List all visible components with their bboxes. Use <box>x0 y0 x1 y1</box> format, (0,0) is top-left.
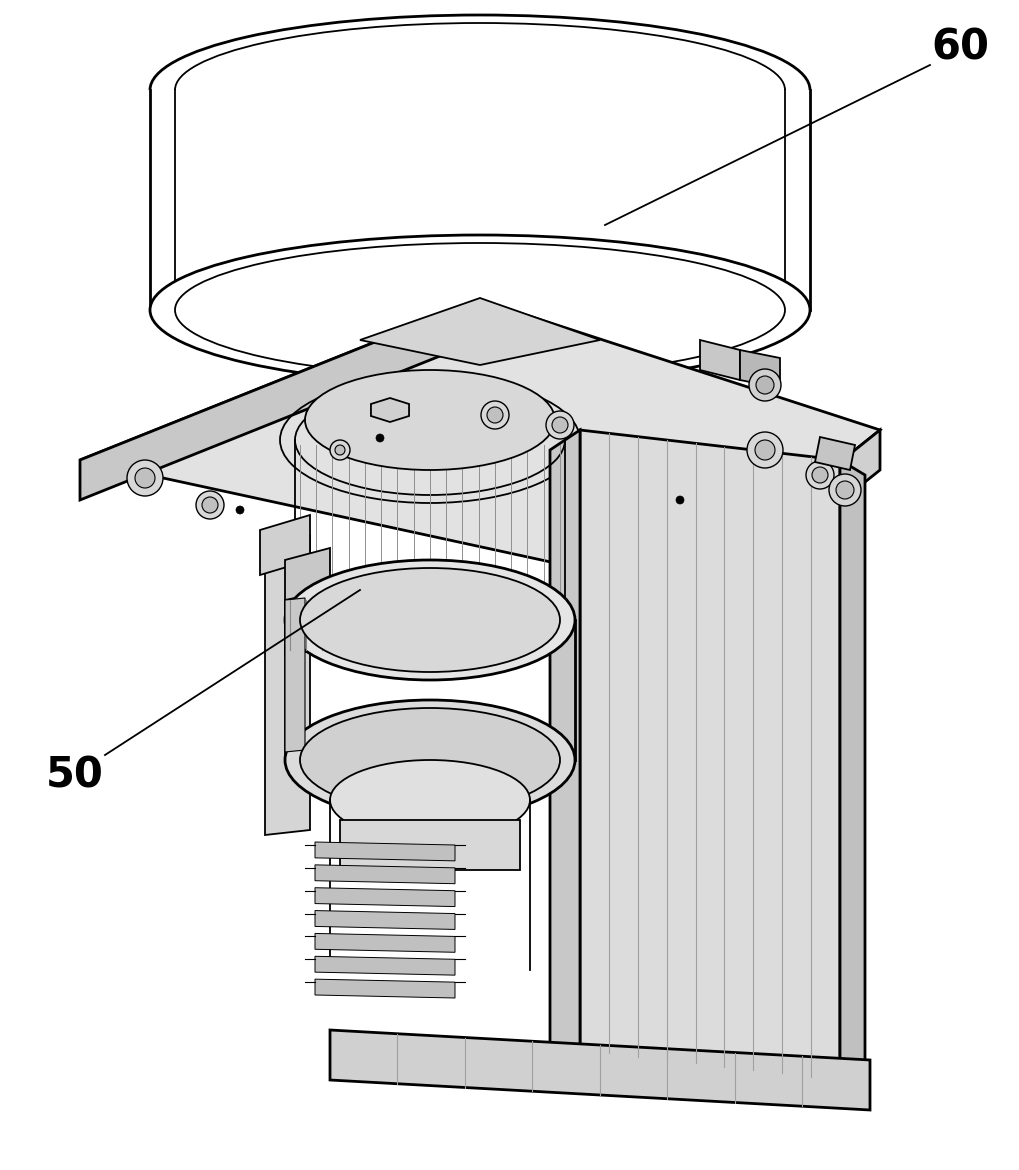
Ellipse shape <box>150 235 810 385</box>
Polygon shape <box>315 865 455 883</box>
Polygon shape <box>340 820 520 870</box>
Circle shape <box>487 407 503 424</box>
Ellipse shape <box>285 700 575 820</box>
Polygon shape <box>371 398 409 422</box>
Polygon shape <box>700 340 740 380</box>
Circle shape <box>829 474 861 505</box>
Circle shape <box>676 496 684 504</box>
Circle shape <box>236 505 244 514</box>
Ellipse shape <box>305 370 555 470</box>
Ellipse shape <box>300 567 560 672</box>
Polygon shape <box>740 350 780 388</box>
Circle shape <box>747 432 783 468</box>
Polygon shape <box>81 300 480 500</box>
Circle shape <box>552 417 568 433</box>
Polygon shape <box>680 431 880 629</box>
Circle shape <box>481 401 510 429</box>
Polygon shape <box>315 956 455 975</box>
Polygon shape <box>315 934 455 952</box>
Text: 60: 60 <box>931 27 989 69</box>
Circle shape <box>546 411 574 439</box>
Circle shape <box>376 434 384 442</box>
Circle shape <box>812 467 828 483</box>
Polygon shape <box>315 979 455 998</box>
Circle shape <box>202 497 218 512</box>
Circle shape <box>836 481 854 498</box>
Polygon shape <box>260 515 310 574</box>
Polygon shape <box>330 1030 870 1110</box>
Polygon shape <box>360 298 600 365</box>
Circle shape <box>806 461 834 489</box>
Circle shape <box>127 460 163 496</box>
Circle shape <box>335 445 345 455</box>
Polygon shape <box>550 431 580 1071</box>
Polygon shape <box>315 910 455 929</box>
Polygon shape <box>285 580 385 655</box>
Circle shape <box>749 369 781 401</box>
Polygon shape <box>315 842 455 861</box>
Ellipse shape <box>285 560 575 680</box>
Polygon shape <box>840 460 865 1095</box>
Ellipse shape <box>300 708 560 812</box>
Text: 50: 50 <box>46 753 104 796</box>
Circle shape <box>135 468 155 488</box>
Polygon shape <box>81 300 880 590</box>
Circle shape <box>330 440 350 460</box>
Polygon shape <box>285 548 330 610</box>
Polygon shape <box>580 431 840 1080</box>
Polygon shape <box>315 888 455 907</box>
Circle shape <box>755 440 775 460</box>
Ellipse shape <box>330 760 530 840</box>
Circle shape <box>756 376 774 394</box>
Polygon shape <box>285 598 305 752</box>
Polygon shape <box>815 438 855 470</box>
Circle shape <box>196 491 224 519</box>
Polygon shape <box>265 535 310 835</box>
Ellipse shape <box>175 243 785 377</box>
